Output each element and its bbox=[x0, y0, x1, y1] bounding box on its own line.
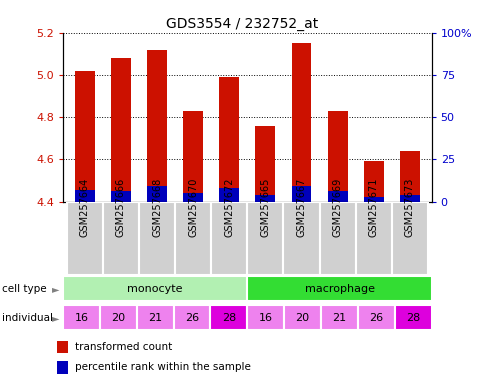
Text: GSM257667: GSM257667 bbox=[296, 177, 306, 237]
Text: transformed count: transformed count bbox=[76, 342, 172, 352]
Bar bbox=[255, 126, 275, 202]
Bar bbox=[291, 186, 311, 202]
Bar bbox=[219, 188, 239, 202]
Bar bbox=[247, 305, 284, 330]
Text: 21: 21 bbox=[148, 313, 162, 323]
Text: 26: 26 bbox=[368, 313, 383, 323]
Bar bbox=[57, 361, 68, 374]
Bar bbox=[327, 192, 347, 202]
Bar bbox=[284, 305, 320, 330]
Bar bbox=[147, 186, 166, 202]
Text: GSM257669: GSM257669 bbox=[332, 177, 342, 237]
Bar bbox=[283, 202, 319, 275]
Text: 28: 28 bbox=[221, 313, 236, 323]
Text: GSM257665: GSM257665 bbox=[260, 177, 270, 237]
Bar bbox=[75, 190, 94, 202]
Text: ►: ► bbox=[52, 313, 60, 323]
Text: cell type: cell type bbox=[2, 284, 47, 294]
Text: GSM257664: GSM257664 bbox=[79, 177, 90, 237]
Bar bbox=[355, 202, 391, 275]
Bar bbox=[319, 202, 355, 275]
Text: GSM257672: GSM257672 bbox=[224, 177, 234, 237]
Text: 20: 20 bbox=[295, 313, 309, 323]
Bar bbox=[183, 111, 203, 202]
Text: 16: 16 bbox=[75, 313, 88, 323]
Bar bbox=[363, 162, 383, 202]
Bar bbox=[357, 305, 394, 330]
Text: GSM257673: GSM257673 bbox=[404, 177, 414, 237]
Text: GDS3554 / 232752_at: GDS3554 / 232752_at bbox=[166, 17, 318, 31]
Text: percentile rank within the sample: percentile rank within the sample bbox=[76, 362, 251, 372]
Bar bbox=[247, 202, 283, 275]
Text: GSM257670: GSM257670 bbox=[188, 177, 198, 237]
Text: ►: ► bbox=[52, 284, 60, 294]
Text: GSM257671: GSM257671 bbox=[368, 177, 378, 237]
Bar bbox=[63, 305, 100, 330]
Text: 20: 20 bbox=[111, 313, 125, 323]
Text: GSM257666: GSM257666 bbox=[116, 177, 126, 237]
Text: individual: individual bbox=[2, 313, 53, 323]
Bar bbox=[136, 305, 173, 330]
Text: 21: 21 bbox=[332, 313, 346, 323]
Bar bbox=[66, 202, 103, 275]
Bar bbox=[173, 305, 210, 330]
Text: GSM257668: GSM257668 bbox=[151, 177, 162, 237]
Bar bbox=[138, 202, 175, 275]
Bar bbox=[103, 202, 138, 275]
Text: monocyte: monocyte bbox=[127, 284, 182, 294]
Text: 26: 26 bbox=[184, 313, 199, 323]
Bar bbox=[394, 305, 431, 330]
Bar bbox=[219, 77, 239, 202]
Bar bbox=[399, 151, 419, 202]
Text: 16: 16 bbox=[258, 313, 272, 323]
Text: macrophage: macrophage bbox=[304, 284, 374, 294]
Bar bbox=[210, 305, 247, 330]
Bar bbox=[211, 202, 247, 275]
Bar bbox=[175, 202, 211, 275]
Bar bbox=[111, 58, 131, 202]
Bar bbox=[247, 276, 431, 301]
Bar bbox=[291, 43, 311, 202]
Bar bbox=[183, 193, 203, 202]
Bar bbox=[320, 305, 357, 330]
Text: 28: 28 bbox=[405, 313, 420, 323]
Bar bbox=[75, 71, 94, 202]
Bar bbox=[57, 341, 68, 353]
Bar bbox=[255, 195, 275, 202]
Bar bbox=[363, 197, 383, 202]
Bar bbox=[391, 202, 427, 275]
Bar bbox=[111, 192, 131, 202]
Bar bbox=[147, 50, 166, 202]
Bar bbox=[63, 276, 247, 301]
Bar bbox=[399, 195, 419, 202]
Bar bbox=[327, 111, 347, 202]
Bar bbox=[100, 305, 136, 330]
